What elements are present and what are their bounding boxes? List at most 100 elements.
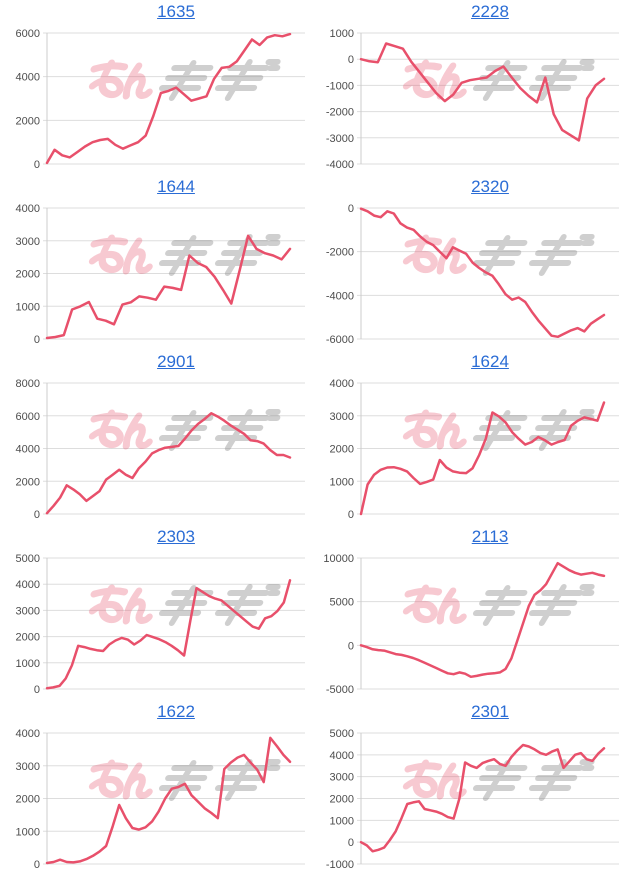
y-axis-label: 0 (34, 859, 40, 871)
line-chart: 10000 5000 0 -5000 (323, 553, 619, 696)
watermark-gray-glyphs (158, 584, 281, 626)
y-axis-label: 4000 (16, 728, 40, 740)
line-chart: 5000 4000 3000 2000 1000 0 (16, 553, 305, 696)
line-chart: 1000 0 -1000 -2000 -3000 -4000 (326, 28, 619, 171)
line-chart: 4000 3000 2000 1000 0 (16, 203, 305, 346)
minkabu-watermark (88, 759, 281, 801)
watermark-pink-glyphs (88, 59, 153, 100)
minkabu-watermark (88, 59, 281, 101)
minkabu-watermark (88, 234, 281, 276)
watermark-pink-glyphs (88, 409, 153, 450)
minkabu-watermark (88, 409, 281, 451)
line-chart: 0 -2000 -4000 -6000 (326, 203, 619, 346)
watermark-gray-glyphs (158, 759, 281, 801)
y-axis-label: 1000 (330, 815, 354, 827)
minkabu-watermark (402, 59, 595, 101)
watermark-pink-glyphs (402, 234, 467, 275)
watermark-pink-glyphs (88, 759, 153, 800)
watermark-pink-glyphs (402, 759, 467, 800)
price-line (45, 579, 292, 690)
minkabu-watermark (402, 759, 595, 801)
chart-title-link[interactable]: 2113 (471, 527, 509, 546)
minkabu-watermark (402, 234, 595, 276)
y-axis-label: 0 (34, 684, 40, 696)
watermark-pink-glyphs (88, 584, 153, 625)
chart-title-link[interactable]: 1622 (157, 702, 195, 721)
chart-title-link[interactable]: 1635 (157, 2, 195, 21)
watermark-gray-glyphs (472, 584, 595, 626)
chart-cell-1644: 1644 4000 3000 2000 1000 0 (0, 175, 314, 350)
y-axis-label: -2000 (326, 107, 354, 119)
y-axis-label: 2000 (16, 632, 40, 644)
watermark-gray-glyphs (158, 234, 281, 276)
y-axis-label: 0 (348, 203, 354, 215)
y-axis-label: 3000 (16, 236, 40, 248)
y-axis-label: 6000 (16, 411, 40, 423)
y-axis-label: 2000 (16, 476, 40, 488)
y-axis-label: 4000 (16, 72, 40, 84)
line-chart: 4000 3000 2000 1000 0 (16, 728, 305, 871)
y-axis-label: 5000 (330, 728, 354, 740)
minkabu-watermark (402, 584, 595, 626)
chart-cell-2113: 2113 10000 5000 0 -5000 (314, 525, 628, 700)
price-line (359, 207, 606, 339)
chart-title-link[interactable]: 1624 (471, 352, 509, 371)
price-line (359, 743, 606, 853)
chart-cell-1635: 1635 6000 4000 2000 0 (0, 0, 314, 175)
price-line (45, 412, 292, 515)
price-line (359, 42, 606, 142)
y-axis-label: -1000 (326, 80, 354, 92)
y-axis-label: 5000 (16, 553, 40, 565)
y-axis-label: -2000 (326, 247, 354, 259)
chart-title-link[interactable]: 2303 (157, 527, 195, 546)
minkabu-watermark (402, 409, 595, 451)
y-axis-label: 0 (348, 640, 354, 652)
chart-cell-1622: 1622 4000 3000 2000 1000 0 (0, 700, 314, 875)
line-chart: 6000 4000 2000 0 (16, 28, 305, 171)
y-axis-label: 0 (34, 159, 40, 171)
y-axis-label: 2000 (16, 269, 40, 281)
y-axis-label: 3000 (330, 411, 354, 423)
chart-title-link[interactable]: 2228 (471, 2, 509, 21)
chart-title-link[interactable]: 2301 (471, 702, 509, 721)
watermark-pink-glyphs (88, 234, 153, 275)
y-axis-label: -5000 (326, 684, 354, 696)
y-axis-label: -4000 (326, 290, 354, 302)
y-axis-label: 3000 (16, 605, 40, 617)
y-axis-label: 2000 (16, 794, 40, 806)
watermark-gray-glyphs (472, 234, 595, 276)
y-axis-label: 4000 (16, 579, 40, 591)
y-axis-label: 4000 (16, 203, 40, 215)
y-axis-label: 2000 (16, 115, 40, 127)
y-axis-label: 0 (34, 509, 40, 521)
line-chart: 8000 6000 4000 2000 0 (16, 378, 305, 521)
y-axis-label: 1000 (330, 28, 354, 40)
chart-cell-2301: 2301 5000 4000 3000 2000 1000 0 -1000 (314, 700, 628, 875)
chart-title-link[interactable]: 2320 (471, 177, 509, 196)
y-axis-label: -3000 (326, 133, 354, 145)
watermark-gray-glyphs (158, 59, 281, 101)
chart-cell-2228: 2228 1000 0 -1000 -2000 -3000 -4000 (314, 0, 628, 175)
chart-cell-2303: 2303 5000 4000 3000 2000 1000 0 (0, 525, 314, 700)
y-axis-label: 4000 (16, 444, 40, 456)
minkabu-watermark (88, 584, 281, 626)
price-line (359, 561, 606, 679)
y-axis-label: 0 (34, 334, 40, 346)
chart-cell-1624: 1624 4000 3000 2000 1000 0 (314, 350, 628, 525)
watermark-pink-glyphs (402, 59, 467, 100)
y-axis-label: 2000 (330, 444, 354, 456)
y-axis-label: 8000 (16, 378, 40, 390)
y-axis-label: 3000 (330, 772, 354, 784)
chart-title-link[interactable]: 2901 (157, 352, 195, 371)
chart-title-link[interactable]: 1644 (157, 177, 195, 196)
y-axis-label: 0 (348, 54, 354, 66)
y-axis-label: 2000 (330, 794, 354, 806)
line-chart: 4000 3000 2000 1000 0 (330, 378, 619, 521)
price-line (45, 736, 292, 865)
y-axis-label: 4000 (330, 378, 354, 390)
y-axis-label: 5000 (330, 597, 354, 609)
watermark-gray-glyphs (472, 759, 595, 801)
y-axis-label: 1000 (16, 658, 40, 670)
y-axis-label: 1000 (16, 301, 40, 313)
